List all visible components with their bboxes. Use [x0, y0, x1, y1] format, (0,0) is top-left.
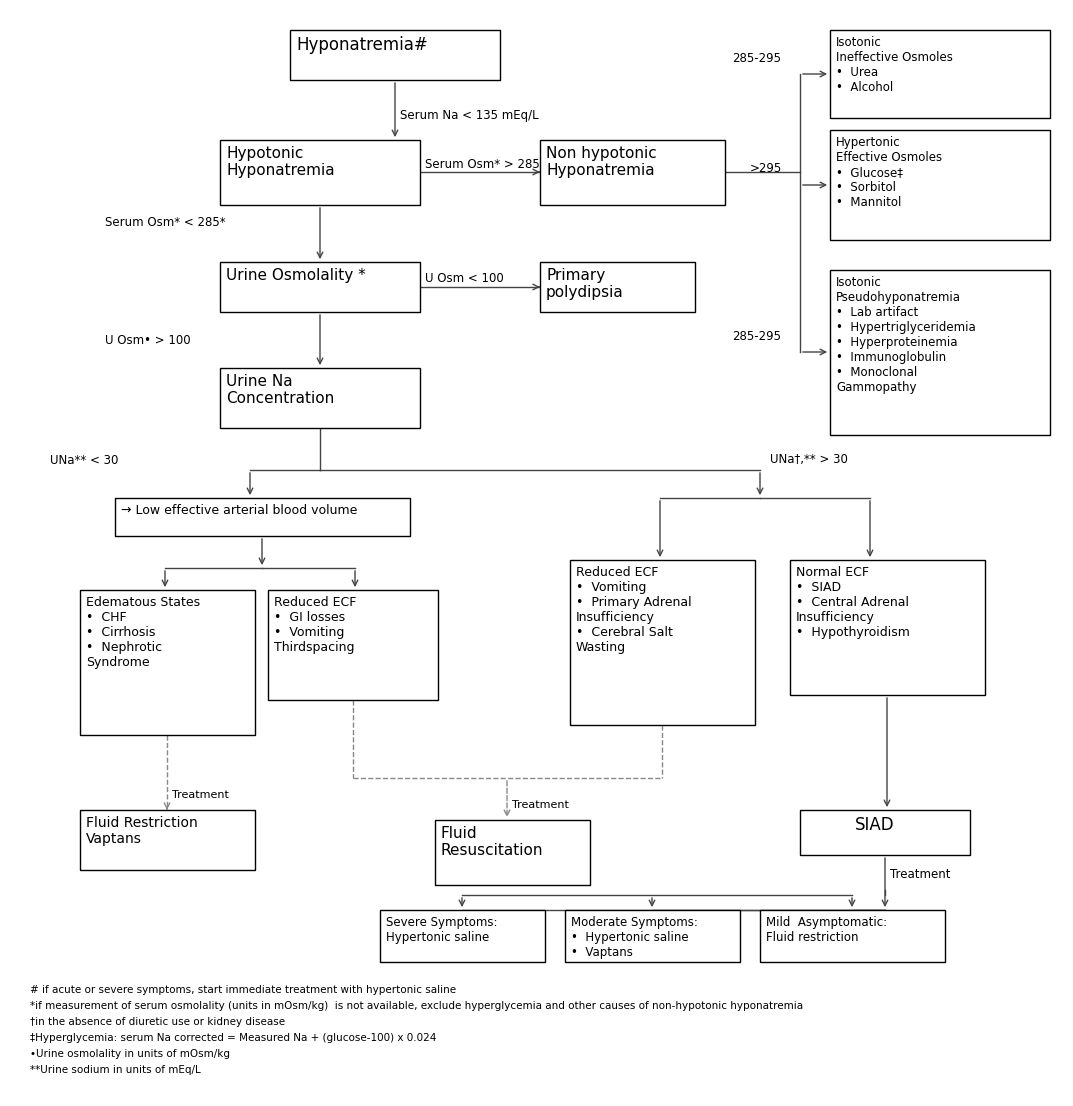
Text: SIAD: SIAD	[855, 816, 895, 834]
Text: U Osm < 100: U Osm < 100	[425, 272, 503, 285]
Text: UNa†,** > 30: UNa†,** > 30	[770, 453, 848, 467]
Bar	[80, 589, 255, 735]
Bar	[831, 270, 1050, 435]
Bar	[540, 140, 725, 205]
Text: Moderate Symptoms:
•  Hypertonic saline
•  Vaptans: Moderate Symptoms: • Hypertonic saline •…	[571, 916, 697, 959]
Text: U Osm• > 100: U Osm• > 100	[105, 334, 191, 346]
Text: Hypotonic
Hyponatremia: Hypotonic Hyponatremia	[226, 146, 335, 178]
Bar	[380, 910, 545, 962]
Bar	[800, 810, 970, 855]
Text: Treatment: Treatment	[890, 868, 951, 881]
Text: UNa** < 30: UNa** < 30	[50, 453, 118, 467]
Text: Fluid
Resuscitation: Fluid Resuscitation	[441, 826, 544, 858]
Text: Urine Na
Concentration: Urine Na Concentration	[226, 374, 335, 406]
Bar	[80, 810, 255, 870]
Text: Severe Symptoms:
Hypertonic saline: Severe Symptoms: Hypertonic saline	[386, 916, 498, 945]
Text: Normal ECF
•  SIAD
•  Central Adrenal
Insufficiency
•  Hypothyroidism: Normal ECF • SIAD • Central Adrenal Insu…	[796, 566, 910, 639]
Text: Treatment: Treatment	[512, 800, 569, 810]
Text: Urine Osmolality *: Urine Osmolality *	[226, 268, 366, 283]
Bar	[565, 910, 740, 962]
Text: *if measurement of serum osmolality (units in mOsm/kg)  is not available, exclud: *if measurement of serum osmolality (uni…	[30, 1001, 803, 1011]
Text: Isotonic
Pseudohyponatremia
•  Lab artifact
•  Hypertriglyceridemia
•  Hyperprot: Isotonic Pseudohyponatremia • Lab artifa…	[836, 276, 975, 394]
Text: Isotonic
Ineffective Osmoles
•  Urea
•  Alcohol: Isotonic Ineffective Osmoles • Urea • Al…	[836, 36, 953, 94]
Bar	[220, 262, 420, 312]
Text: **Urine sodium in units of mEq/L: **Urine sodium in units of mEq/L	[30, 1065, 201, 1075]
Text: 285-295: 285-295	[732, 52, 781, 64]
Text: Treatment: Treatment	[172, 790, 229, 800]
Text: Serum Na < 135 mEq/L: Serum Na < 135 mEq/L	[400, 108, 539, 122]
Text: Primary
polydipsia: Primary polydipsia	[546, 268, 623, 301]
Bar	[760, 910, 945, 962]
Text: †in the absence of diuretic use or kidney disease: †in the absence of diuretic use or kidne…	[30, 1018, 285, 1027]
Bar	[115, 498, 410, 536]
Text: Mild  Asymptomatic:
Fluid restriction: Mild Asymptomatic: Fluid restriction	[766, 916, 887, 945]
Text: Serum Osm* < 285*: Serum Osm* < 285*	[105, 216, 225, 229]
Text: → Low effective arterial blood volume: → Low effective arterial blood volume	[121, 504, 357, 517]
Text: •Urine osmolality in units of mOsm/kg: •Urine osmolality in units of mOsm/kg	[30, 1048, 230, 1060]
Bar	[540, 262, 695, 312]
Bar	[831, 131, 1050, 240]
Text: Non hypotonic
Hyponatremia: Non hypotonic Hyponatremia	[546, 146, 657, 178]
Text: # if acute or severe symptoms, start immediate treatment with hypertonic saline: # if acute or severe symptoms, start imm…	[30, 985, 456, 995]
Text: Serum Osm* > 285: Serum Osm* > 285	[425, 157, 540, 170]
Text: Hypertonic
Effective Osmoles
•  Glucose‡
•  Sorbitol
•  Mannitol: Hypertonic Effective Osmoles • Glucose‡ …	[836, 136, 942, 209]
Text: Reduced ECF
•  Vomiting
•  Primary Adrenal
Insufficiency
•  Cerebral Salt
Wastin: Reduced ECF • Vomiting • Primary Adrenal…	[576, 566, 692, 654]
Bar	[220, 368, 420, 428]
Text: Edematous States
•  CHF
•  Cirrhosis
•  Nephrotic
Syndrome: Edematous States • CHF • Cirrhosis • Nep…	[86, 596, 201, 669]
Text: Hyponatremia#: Hyponatremia#	[296, 36, 428, 54]
Text: >295: >295	[750, 163, 782, 176]
Bar	[570, 560, 755, 726]
Text: Reduced ECF
•  GI losses
•  Vomiting
Thirdspacing: Reduced ECF • GI losses • Vomiting Third…	[274, 596, 356, 654]
Text: 285-295: 285-295	[732, 330, 781, 343]
Bar	[435, 820, 590, 885]
Text: ‡Hyperglycemia: serum Na corrected = Measured Na + (glucose-100) x 0.024: ‡Hyperglycemia: serum Na corrected = Mea…	[30, 1033, 437, 1043]
Bar	[268, 589, 438, 700]
Text: Fluid Restriction
Vaptans: Fluid Restriction Vaptans	[86, 816, 197, 846]
Bar	[290, 30, 500, 80]
Bar	[220, 140, 420, 205]
Bar	[790, 560, 985, 695]
Bar	[831, 30, 1050, 118]
